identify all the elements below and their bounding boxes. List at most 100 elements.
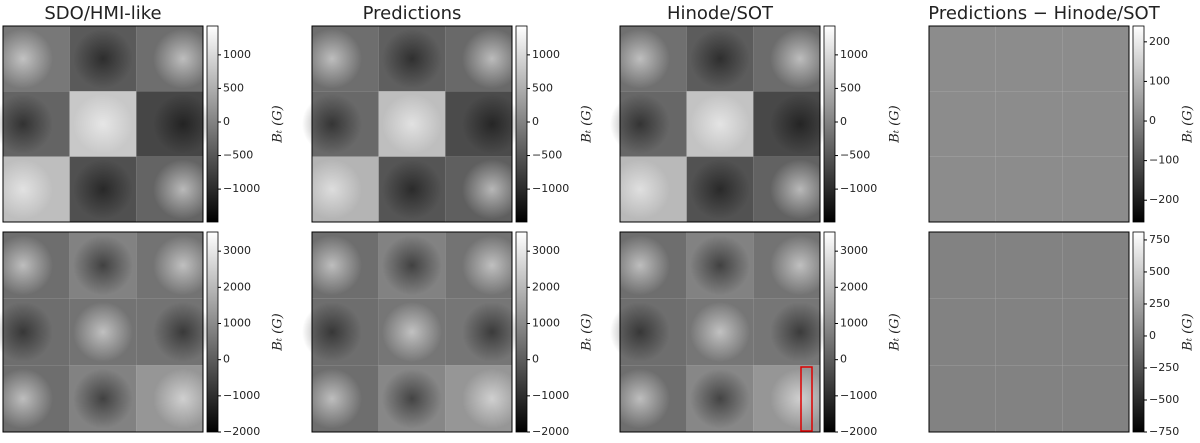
colorbar [515, 231, 528, 433]
image-feature [302, 159, 362, 220]
image-patch [929, 156, 996, 222]
image-feature [770, 94, 830, 154]
colorbar-tick-label: 200 [1149, 35, 1170, 48]
image-feature [462, 159, 522, 220]
colorbar-label: Bₜ (G) [580, 313, 595, 351]
colorbar-label: Bₜ (G) [580, 105, 595, 143]
image-feature [0, 368, 53, 429]
image-patch [929, 232, 996, 299]
colorbar-label: Bₜ (G) [888, 105, 903, 143]
image-feature [382, 235, 442, 296]
image-patch [995, 26, 1063, 92]
colorbar-tick-label: 0 [840, 353, 847, 366]
colorbar-tick-label: −500 [223, 149, 253, 162]
image-feature [73, 302, 133, 362]
image-patch [929, 365, 996, 432]
image-feature [302, 302, 362, 362]
colorbar-tick-label: 500 [223, 81, 244, 94]
colorbar-tick-label: 1000 [840, 48, 868, 61]
image-feature [610, 368, 670, 429]
colorbar-tick-label: 500 [840, 81, 861, 94]
colorbar-tick-label: 500 [1149, 265, 1170, 278]
image-feature [770, 302, 830, 362]
colorbar-tick-label: 1000 [840, 317, 868, 330]
image-feature [153, 94, 213, 154]
colorbar-tick-label: 3000 [223, 244, 251, 257]
image-feature [302, 28, 362, 89]
colorbar-tick-label: −1000 [223, 389, 260, 402]
colorbar-tick-label: 3000 [840, 244, 868, 257]
colorbar [1132, 231, 1145, 433]
image-feature [610, 302, 670, 362]
panel-frame [928, 25, 1130, 223]
image-patch [995, 365, 1063, 432]
image-feature [770, 368, 830, 429]
image-feature [0, 28, 53, 89]
colorbar-tick-label: −1000 [840, 389, 877, 402]
colorbar-tick-label: 1000 [532, 317, 560, 330]
colorbar [823, 231, 836, 433]
image-patch [929, 91, 996, 157]
colorbar-tick-label: 0 [223, 353, 230, 366]
image-feature [610, 28, 670, 89]
colorbar [823, 25, 836, 223]
image-feature [382, 368, 442, 429]
image-feature [462, 302, 522, 362]
image-panel [0, 231, 213, 433]
image-feature [690, 235, 750, 296]
image-patch [1062, 156, 1129, 222]
image-feature [770, 235, 830, 296]
image-feature [462, 368, 522, 429]
column-title: Predictions − Hinode/SOT [928, 3, 1160, 24]
image-feature [73, 28, 133, 89]
image-panel [610, 25, 830, 223]
colorbar-label: Bₜ (G) [271, 313, 286, 351]
colorbar-tick-label: −100 [1149, 154, 1179, 167]
image-patch [929, 298, 996, 366]
panel-frame [928, 231, 1130, 433]
colorbar-tick-label: −1000 [532, 389, 569, 402]
image-feature [770, 28, 830, 89]
image-panel [610, 231, 830, 433]
colorbar-tick-label: −250 [1149, 361, 1179, 374]
colorbar-tick-label: 3000 [532, 244, 560, 257]
image-feature [382, 302, 442, 362]
image-panel [928, 25, 1130, 223]
colorbar-tick-label: 0 [223, 115, 230, 128]
image-feature [153, 302, 213, 362]
colorbar-label: Bₜ (G) [271, 105, 286, 143]
highlight-box [800, 366, 813, 432]
colorbar-label: Bₜ (G) [1181, 313, 1196, 351]
image-patch [995, 156, 1063, 222]
panel-frame [311, 231, 513, 433]
image-panel [0, 25, 213, 223]
column-title: Hinode/SOT [667, 3, 774, 24]
colorbar-tick-label: 0 [1149, 329, 1156, 342]
colorbar-label: Bₜ (G) [888, 313, 903, 351]
image-feature [153, 28, 213, 89]
colorbar-tick-label: −1000 [223, 182, 260, 195]
colorbar [206, 25, 219, 223]
colorbar-tick-label: 750 [1149, 233, 1170, 246]
panel-frame [619, 231, 821, 433]
colorbar-tick-label: 0 [532, 115, 539, 128]
column-title: SDO/HMI-like [44, 3, 161, 24]
image-feature [153, 159, 213, 220]
colorbar-tick-label: −1000 [532, 182, 569, 195]
image-patch [995, 232, 1063, 299]
colorbar-tick-label: 500 [532, 81, 553, 94]
colorbar-tick-label: 100 [1149, 74, 1170, 87]
image-feature [382, 159, 442, 220]
image-feature [610, 235, 670, 296]
image-feature [690, 302, 750, 362]
colorbar-tick-label: 0 [840, 115, 847, 128]
colorbar-tick-label: 2000 [532, 280, 560, 293]
image-feature [610, 159, 670, 220]
image-feature [690, 28, 750, 89]
colorbar-tick-label: −2000 [223, 425, 260, 438]
image-feature [690, 368, 750, 429]
image-feature [0, 159, 53, 220]
colorbar [206, 231, 219, 433]
